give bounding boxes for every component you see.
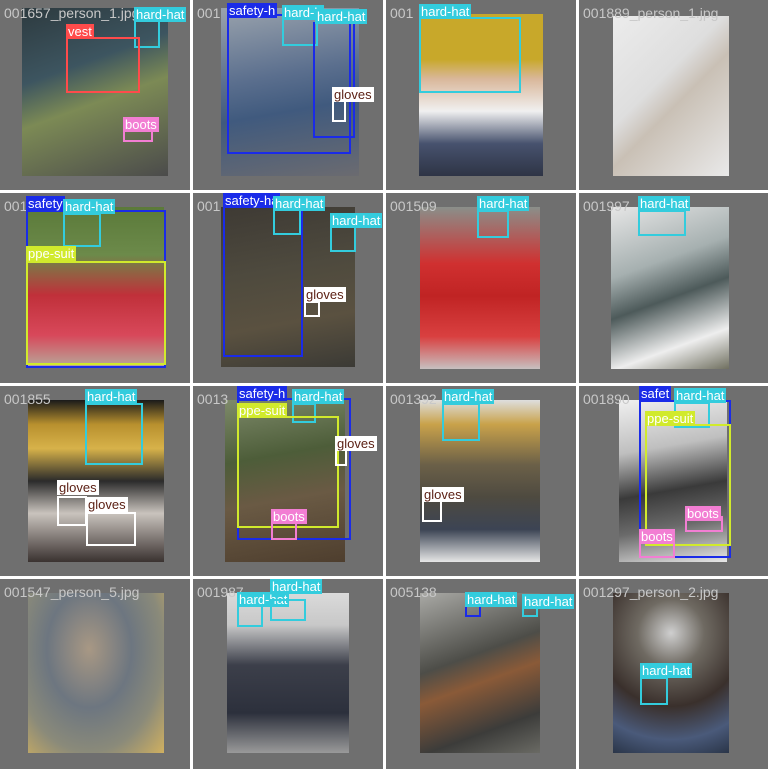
detection-box [86,512,136,546]
detection-label: boots [639,529,675,544]
grid-tile: 001890 safet hard-hat ppe-suit boots boo… [579,386,768,576]
tile-filename: 001889_person_1.jpg [583,5,719,21]
grid-tile: 001 safety-ha hard-hat hard-hat gloves [193,193,383,383]
grid-tile: 001392 hard-hat gloves [386,386,576,576]
detection-label: vest [66,24,94,39]
grid-tile: 001987 hard-hat hard-hat [193,579,383,769]
detection-box [419,17,521,93]
tile-filename: 001987 [197,584,244,600]
tile-filename: 001 [197,5,221,21]
tile-filename: 001855 [4,391,51,407]
detection-label: safety-h [237,386,288,401]
tile-filename: 005138 [390,584,437,600]
detection-label: hard-hat [442,389,495,404]
grid-tile: 001889_person_1.jpg [579,0,768,190]
detection-box [57,496,87,526]
detection-box [477,210,509,238]
detection-label: hard-hat [522,594,575,609]
detection-label: hard-hat [638,196,691,211]
detection-label: gloves [57,480,99,495]
grid-tile: 001 safety-h hard-h hard-hat gloves [193,0,383,190]
detection-box [85,403,143,465]
detection-label: hard-hat [63,199,116,214]
tile-photo [420,593,540,753]
detection-box [237,416,339,528]
detection-label: hard-h [282,5,324,20]
grid-tile: 001509 hard-hat [386,193,576,383]
detection-label: safety-ha [223,193,281,208]
tile-filename: 001297_person_2.jpg [583,584,719,600]
detection-label: boots [685,506,721,521]
tile-filename: 001392 [390,391,437,407]
detection-box [292,403,316,423]
tile-filename: 001509 [390,198,437,214]
detection-label: hard-hat [134,7,187,22]
detection-label: hard-hat [85,389,138,404]
tile-filename: 001 [4,198,28,214]
detection-label: hard-hat [292,389,345,404]
detection-label: safety [26,196,65,211]
detection-box [26,261,166,365]
tile-photo [613,16,729,176]
detection-label: safet [639,386,672,401]
tile-photo [419,14,543,176]
detection-label: hard-hat [640,663,693,678]
detection-box [273,209,301,235]
tile-photo [26,207,164,367]
detection-label: hard-hat [477,196,530,211]
detection-label: hard-hat [330,213,383,228]
detection-label: ppe-suit [237,403,288,418]
detection-box [63,213,101,247]
detection-label: boots [271,509,307,524]
detection-box [638,210,686,236]
grid-tile: 001297_person_2.jpg hard-hat [579,579,768,769]
grid-tile: 001657_person_1.jpg hard-hat vest boots [0,0,190,190]
tile-photo [420,400,540,562]
detection-box [304,301,320,317]
tile-filename: 001657_person_1.jpg [4,5,140,21]
grid-tile: 001855 hard-hat gloves gloves [0,386,190,576]
detection-label: gloves [86,497,128,512]
detection-label: hard-hat [674,388,727,403]
detection-label: gloves [304,287,346,302]
tile-photo [28,593,164,753]
detection-label: gloves [422,487,464,502]
tile-filename: 001997 [583,198,630,214]
detection-label: safety-h [227,3,278,18]
tile-filename: 001 [390,5,414,21]
grid-tile: 001 safety hard-hat ppe-suit [0,193,190,383]
tile-filename: 001 [197,198,221,214]
tile-filename: 0013 [197,391,229,407]
detection-box [640,677,668,705]
detection-box [422,500,442,522]
detection-label: gloves [332,87,374,102]
detection-label: hard-hat [270,579,323,594]
detection-label: hard-hat [237,592,290,607]
detection-box [332,100,346,122]
tile-photo [225,400,345,562]
detection-label: hard-hat [465,592,518,607]
grid-tile: 001997 hard-hat [579,193,768,383]
tile-photo [420,207,540,369]
grid-tile: 001547_person_5.jpg [0,579,190,769]
grid-tile: 0013 safety-h hard-hat ppe-suit gloves b… [193,386,383,576]
detection-label: hard-hat [315,9,368,24]
tile-filename: 001890 [583,391,630,407]
grid-tile: 005138 hard-hat hard-hat [386,579,576,769]
tile-filename: 001547_person_5.jpg [4,584,140,600]
detection-label: hard-hat [273,196,326,211]
detection-label: ppe-suit [26,246,77,261]
detection-box [237,605,263,627]
detection-box [270,599,306,621]
grid-tile: 001 hard-hat [386,0,576,190]
detection-box [442,403,480,441]
detection-box [66,37,140,93]
detection-label: boots [123,117,159,132]
detection-label: ppe-suit [645,411,696,426]
detection-label: gloves [335,436,377,451]
detection-box [330,226,356,252]
detection-label: hard-hat [419,4,472,19]
